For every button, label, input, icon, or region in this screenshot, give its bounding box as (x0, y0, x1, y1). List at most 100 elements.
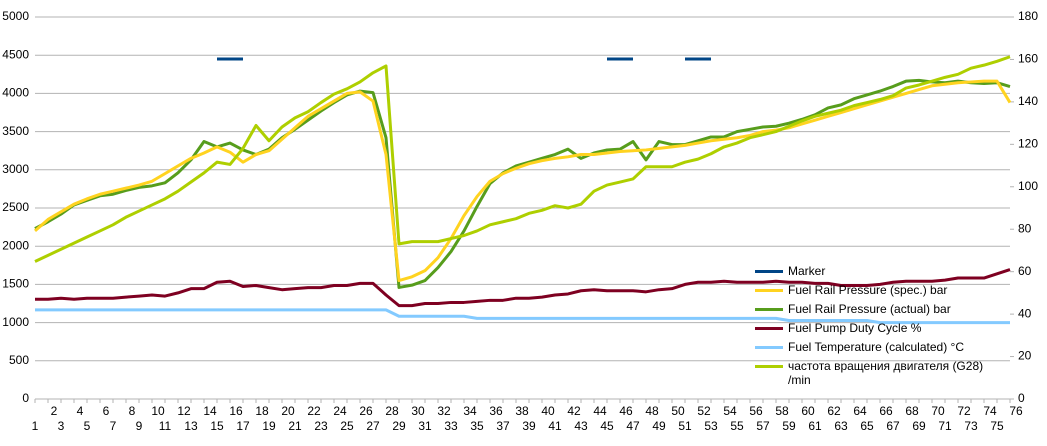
y2-tick-label: 40 (1018, 306, 1032, 320)
x-tick-label: 9 (136, 419, 143, 433)
y-tick-label: 2500 (2, 200, 29, 214)
x-tick-label: 69 (912, 419, 926, 433)
y-tick-label: 0 (22, 391, 29, 405)
x-tick-label: 71 (938, 419, 952, 433)
x-tick-label: 57 (756, 419, 770, 433)
x-tick-label: 73 (964, 419, 978, 433)
x-tick-label: 66 (879, 404, 893, 418)
legend-swatch (755, 346, 783, 349)
x-tick-label: 54 (723, 404, 737, 418)
x-tick-label: 14 (203, 404, 217, 418)
legend-label: Fuel Temperature (calculated) °C (788, 340, 964, 354)
y-tick-label: 5000 (2, 9, 29, 23)
x-tick-label: 3 (58, 419, 65, 433)
legend-item: частота вращения двигателя (G28) /min (755, 359, 1005, 387)
y-tick-label: 1500 (2, 277, 29, 291)
x-tick-label: 61 (808, 419, 822, 433)
x-tick-label: 52 (697, 404, 711, 418)
legend-label: Fuel Rail Pressure (spec.) bar (788, 283, 948, 297)
x-tick-label: 63 (834, 419, 848, 433)
x-tick-label: 68 (905, 404, 919, 418)
x-tick-label: 60 (801, 404, 815, 418)
y2-tick-label: 160 (1018, 52, 1038, 66)
x-tick-label: 39 (522, 419, 536, 433)
x-tick-label: 59 (782, 419, 796, 433)
x-tick-label: 76 (1009, 404, 1023, 418)
x-tick-label: 12 (177, 404, 191, 418)
x-tick-label: 41 (548, 419, 562, 433)
x-tick-label: 35 (470, 419, 484, 433)
x-tick-label: 44 (593, 404, 607, 418)
x-tick-label: 38 (515, 404, 529, 418)
series-line (34, 79, 1012, 283)
legend-item: Fuel Temperature (calculated) °C (755, 340, 1005, 354)
legend: Marker Fuel Rail Pressure (spec.) bar Fuel… (755, 264, 1005, 392)
x-tick-label: 1 (32, 419, 39, 433)
y-tick-label: 4500 (2, 47, 29, 61)
x-tick-label: 58 (775, 404, 789, 418)
x-tick-label: 22 (307, 404, 321, 418)
x-tick-label: 50 (671, 404, 685, 418)
x-tick-label: 11 (159, 419, 172, 433)
series-line (35, 308, 1010, 325)
legend-swatch (755, 327, 783, 330)
legend-item: Fuel Pump Duty Cycle % (755, 321, 1005, 335)
x-tick-label: 13 (184, 419, 198, 433)
x-tick-label: 31 (418, 419, 432, 433)
x-tick-label: 33 (444, 419, 458, 433)
x-tick-label: 67 (886, 419, 900, 433)
x-tick-label: 70 (931, 404, 945, 418)
y2-tick-label: 60 (1018, 264, 1032, 278)
x-tick-label: 43 (574, 419, 588, 433)
x-tick-label: 72 (957, 404, 971, 418)
x-tick-label: 27 (366, 419, 380, 433)
x-tick-label: 74 (983, 404, 997, 418)
x-tick-label: 34 (463, 404, 477, 418)
series-line (34, 78, 1011, 289)
series-line (34, 55, 1011, 263)
x-tick-label: 56 (749, 404, 763, 418)
x-tick-label: 55 (730, 419, 744, 433)
x-tick-label: 18 (255, 404, 269, 418)
x-tick-label: 65 (860, 419, 874, 433)
legend-swatch (755, 270, 783, 273)
y-tick-label: 2000 (2, 238, 29, 252)
legend-label: Marker (788, 264, 826, 278)
y2-tick-label: 80 (1018, 221, 1032, 235)
x-tick-label: 42 (567, 404, 581, 418)
x-tick-label: 40 (541, 404, 555, 418)
y-tick-label: 1000 (2, 315, 29, 329)
x-tick-label: 5 (84, 419, 91, 433)
legend-item: Fuel Rail Pressure (spec.) bar (755, 283, 1005, 297)
x-tick-label: 15 (210, 419, 224, 433)
legend-swatch (755, 289, 783, 292)
x-tick-label: 6 (103, 404, 110, 418)
x-tick-label: 16 (229, 404, 243, 418)
x-tick-label: 20 (281, 404, 295, 418)
y-tick-label: 3000 (2, 162, 29, 176)
legend-swatch (755, 365, 783, 368)
series-line (35, 268, 1011, 308)
x-tick-label: 19 (262, 419, 276, 433)
y-tick-label: 3500 (2, 124, 29, 138)
legend-swatch (755, 308, 783, 311)
x-tick-label: 48 (645, 404, 659, 418)
y2-tick-label: 140 (1018, 94, 1038, 108)
y2-tick-label: 0 (1018, 391, 1025, 405)
x-tick-label: 45 (600, 419, 614, 433)
x-tick-label: 32 (437, 404, 451, 418)
x-tick-label: 2 (51, 404, 58, 418)
x-tick-label: 47 (626, 419, 640, 433)
x-tick-label: 49 (652, 419, 666, 433)
x-tick-label: 25 (340, 419, 354, 433)
x-tick-label: 30 (411, 404, 425, 418)
legend-label: Fuel Rail Pressure (actual) bar (788, 302, 951, 316)
legend-item: Fuel Rail Pressure (actual) bar (755, 302, 1005, 316)
x-tick-label: 4 (77, 404, 84, 418)
x-tick-label: 17 (236, 419, 250, 433)
x-tick-label: 53 (704, 419, 718, 433)
x-tick-label: 37 (496, 419, 510, 433)
x-tick-label: 36 (489, 404, 503, 418)
